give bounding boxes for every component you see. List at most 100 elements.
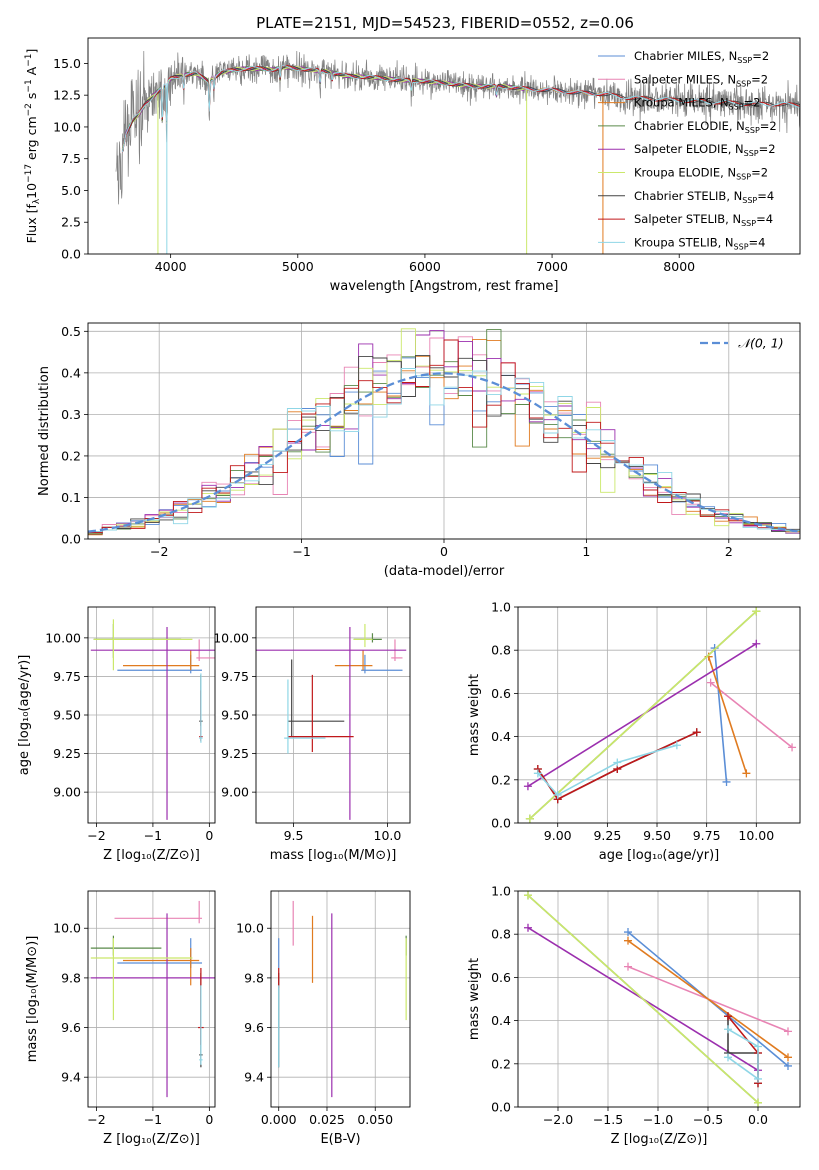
legend-text: =4 bbox=[749, 235, 766, 249]
legend-subscript: SSP bbox=[741, 219, 756, 228]
y-tick-label: 10.0 bbox=[53, 921, 81, 936]
mass-weight-point bbox=[524, 891, 532, 900]
y-tick-label: 9.50 bbox=[53, 708, 81, 723]
legend-subscript: SSP bbox=[744, 149, 759, 158]
y-tick-label: 0.1 bbox=[61, 490, 81, 505]
spectrum-model-line bbox=[121, 65, 800, 152]
y-tick-label: 0.2 bbox=[61, 448, 81, 463]
mass-weight-point bbox=[524, 923, 532, 932]
y-tick-label: 1.0 bbox=[491, 884, 511, 899]
y-tick-label: 9.6 bbox=[244, 1020, 264, 1035]
spectrum-data-line bbox=[115, 50, 800, 205]
plot-frame bbox=[87, 37, 801, 255]
mass-weight-point bbox=[724, 1012, 732, 1021]
x-tick-label: 9.00 bbox=[544, 828, 572, 843]
y-tick-label: 10.00 bbox=[213, 630, 249, 645]
x-tick-label: −2 bbox=[87, 1112, 105, 1127]
y-axis-label-part: −1 bbox=[24, 79, 34, 92]
x-tick-label: −1.0 bbox=[643, 1112, 673, 1127]
mass-weight-line bbox=[527, 894, 759, 1104]
mass-weight-point bbox=[752, 639, 761, 648]
mass-weight-point bbox=[624, 962, 632, 971]
y-tick-label: 10.00 bbox=[45, 630, 81, 645]
x-axis-label: Z [log₁₀(Z/Z⊙)] bbox=[103, 848, 200, 863]
x-tick-label: 0.000 bbox=[261, 1112, 297, 1127]
y-tick-label: 0.8 bbox=[491, 927, 511, 942]
legend-entry: Kroupa STELIB, NSSP=4 bbox=[634, 235, 765, 251]
y-tick-label: 2.5 bbox=[61, 215, 81, 230]
legend-entry: Kroupa ELODIE, NSSP=2 bbox=[634, 166, 768, 182]
plot-area bbox=[115, 50, 800, 254]
plot-frame bbox=[87, 890, 216, 1108]
y-axis-label-part: s bbox=[24, 93, 39, 104]
chart-spectrum: 4000 5000 6000 7000 8000 0.0 2.5 5.0 7.5 10.0 12.5… bbox=[24, 37, 801, 294]
x-tick-label: 6000 bbox=[409, 259, 441, 274]
y-tick-label: 1.0 bbox=[491, 600, 511, 615]
legend-text: Kroupa MILES, N bbox=[634, 96, 729, 110]
plot-frame bbox=[517, 890, 801, 1108]
plot-frame bbox=[87, 322, 801, 540]
y-tick-label: 15.0 bbox=[53, 56, 81, 71]
y-tick-label: 9.8 bbox=[61, 970, 81, 985]
x-tick-label: −1 bbox=[292, 544, 310, 559]
y-tick-label: 0.6 bbox=[491, 970, 511, 985]
legend-text: =2 bbox=[751, 166, 768, 180]
mass-weight-point bbox=[724, 1053, 732, 1062]
x-axis-label: E(B-V) bbox=[320, 1132, 360, 1147]
chart-mass-vs-EBV: 0.000 0.025 0.050 9.4 9.6 9.8 10.0 E(B-V) bbox=[236, 890, 411, 1147]
x-tick-label: 0 bbox=[205, 1112, 213, 1127]
x-tick-label: 0.0 bbox=[748, 1112, 768, 1127]
x-tick-label: −2 bbox=[87, 828, 105, 843]
mass-weight-point bbox=[724, 1025, 732, 1034]
plot-frame bbox=[87, 606, 216, 824]
x-tick-label: 7000 bbox=[536, 259, 568, 274]
mass-weight-point bbox=[613, 758, 622, 767]
mass-weight-point bbox=[553, 790, 562, 799]
x-axis-label: age [log₁₀(age/yr)] bbox=[599, 848, 720, 863]
y-axis-label-part: −1 bbox=[24, 54, 34, 67]
y-axis-label: mass weight bbox=[467, 674, 482, 756]
plot-area bbox=[256, 623, 407, 820]
chart-age-vs-mass: 9.5 10.0 9.00 9.25 9.50 9.75 10.00 mass [log₁₀(… bbox=[213, 606, 411, 863]
y-axis-label: Normed distribution bbox=[37, 366, 52, 496]
legend-entry: 𝒩(0, 1) bbox=[738, 336, 784, 351]
legend-subscript: SSP bbox=[734, 242, 749, 251]
x-tick-label: −1.5 bbox=[593, 1112, 623, 1127]
chart-massweight-vs-age: 9.00 9.25 9.50 9.75 10.00 0.0 0.2 0.4 0.6 0.8 1.0 a… bbox=[467, 600, 801, 863]
mass-weight-point bbox=[784, 1061, 792, 1070]
y-axis-label-part: −2 bbox=[24, 103, 34, 116]
x-axis-label: wavelength [Angstrom, rest frame] bbox=[330, 279, 559, 294]
legend-subscript: SSP bbox=[736, 173, 751, 182]
legend-entry: Kroupa MILES, NSSP=2 bbox=[634, 96, 760, 112]
mass-weight-line bbox=[537, 744, 678, 796]
mass-weight-point bbox=[742, 769, 751, 778]
legend-text: =2 bbox=[751, 72, 768, 86]
mass-weight-point bbox=[624, 936, 632, 945]
plot-area bbox=[90, 900, 215, 1098]
y-tick-label: 0.2 bbox=[491, 772, 511, 787]
x-axis-label: mass [log₁₀(M/M⊙)] bbox=[270, 848, 397, 863]
mass-weight-line bbox=[627, 940, 789, 1058]
mass-weight-point bbox=[754, 1042, 762, 1051]
x-tick-label: 1 bbox=[582, 544, 590, 559]
y-tick-label: 10.0 bbox=[236, 921, 264, 936]
x-tick-label: −2 bbox=[150, 544, 168, 559]
plot-area bbox=[524, 891, 792, 1107]
x-tick-label: 0.025 bbox=[309, 1112, 345, 1127]
legend-text: Salpeter MILES, N bbox=[634, 72, 736, 86]
mass-weight-point bbox=[706, 678, 715, 687]
mass-weight-point bbox=[784, 1027, 792, 1036]
legend-text: =4 bbox=[757, 189, 774, 203]
y-tick-label: 9.25 bbox=[53, 746, 81, 761]
spectrum-model-line bbox=[121, 65, 800, 153]
plot-area bbox=[278, 900, 407, 1098]
y-tick-label: 9.75 bbox=[221, 669, 249, 684]
mass-weight-point bbox=[788, 743, 797, 752]
y-tick-label: 0.4 bbox=[61, 365, 81, 380]
x-tick-label: 4000 bbox=[155, 259, 187, 274]
legend-text: =2 bbox=[760, 119, 777, 133]
y-axis-label: Flux [fλ10−17 erg cm−2 s−1 A−1] bbox=[24, 49, 42, 244]
mass-weight-line bbox=[707, 656, 748, 774]
y-tick-label: 7.5 bbox=[61, 151, 81, 166]
